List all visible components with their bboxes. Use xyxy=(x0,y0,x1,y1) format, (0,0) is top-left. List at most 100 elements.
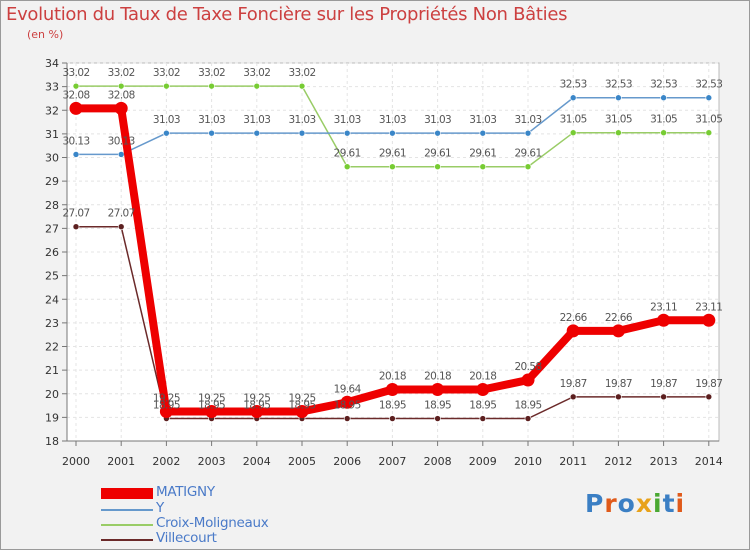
data-point-matigny xyxy=(385,382,399,396)
data-label-villecourt: 19.87 xyxy=(695,378,722,390)
data-point-y xyxy=(253,129,261,137)
data-label-y: 31.03 xyxy=(153,114,180,126)
data-point-y xyxy=(208,129,215,137)
data-point-matigny xyxy=(702,313,716,327)
legend-swatch-villecourt xyxy=(101,539,153,541)
data-point-croix-moligneaux xyxy=(389,163,396,171)
data-label-y: 31.03 xyxy=(243,114,270,126)
x-tick-label: 2014 xyxy=(695,455,723,468)
data-point-matigny xyxy=(114,101,128,115)
data-point-croix-moligneaux xyxy=(569,129,577,136)
y-tick-label: 18 xyxy=(45,435,59,448)
data-point-matigny xyxy=(431,382,445,396)
data-point-matigny xyxy=(521,373,535,387)
x-tick-label: 2012 xyxy=(604,455,632,468)
y-tick-label: 31 xyxy=(45,128,59,141)
data-label-villecourt: 18.95 xyxy=(424,400,451,412)
data-label-croix-moligneaux: 29.61 xyxy=(379,148,406,160)
logo-letter: x xyxy=(635,489,653,518)
data-point-matigny xyxy=(295,404,309,418)
data-label-matigny: 19.25 xyxy=(153,392,180,404)
data-label-croix-moligneaux: 31.05 xyxy=(605,114,632,126)
data-label-croix-moligneaux: 33.02 xyxy=(288,67,315,79)
data-label-villecourt: 18.95 xyxy=(243,400,270,412)
data-point-croix-moligneaux xyxy=(705,129,713,136)
chart-subtitle: (en %) xyxy=(27,28,64,41)
data-point-y xyxy=(524,129,532,137)
data-label-matigny: 19.25 xyxy=(288,392,315,404)
data-point-y xyxy=(434,129,441,137)
data-point-croix-moligneaux xyxy=(298,82,306,90)
data-point-croix-moligneaux xyxy=(163,82,170,90)
legend-label-y: Y xyxy=(156,500,164,516)
data-label-croix-moligneaux: 29.61 xyxy=(469,148,496,160)
data-label-villecourt: 18.95 xyxy=(514,400,541,412)
legend-label-villecourt: Villecourt xyxy=(156,530,217,546)
data-label-croix-moligneaux: 33.02 xyxy=(153,67,180,79)
data-label-y: 32.53 xyxy=(650,79,677,91)
x-tick-label: 2013 xyxy=(650,455,678,468)
data-point-villecourt xyxy=(615,393,622,401)
data-label-villecourt: 27.07 xyxy=(62,208,89,220)
data-point-y xyxy=(72,151,80,158)
data-point-matigny xyxy=(611,324,625,338)
data-label-croix-moligneaux: 31.05 xyxy=(650,114,677,126)
data-point-croix-moligneaux xyxy=(117,82,125,90)
data-label-croix-moligneaux: 29.61 xyxy=(424,148,451,160)
data-point-villecourt xyxy=(389,415,396,422)
y-tick-label: 26 xyxy=(45,246,59,259)
data-point-villecourt xyxy=(434,415,441,422)
data-label-matigny: 19.25 xyxy=(198,392,225,404)
data-point-croix-moligneaux xyxy=(479,163,487,171)
logo-letter: t xyxy=(662,489,676,518)
data-point-y xyxy=(479,129,487,137)
data-label-y: 32.53 xyxy=(560,79,587,91)
data-point-villecourt xyxy=(479,415,487,422)
legend-label-matigny: MATIGNY xyxy=(156,484,215,500)
x-tick-label: 2011 xyxy=(559,455,587,468)
data-label-croix-moligneaux: 31.05 xyxy=(560,114,587,126)
data-label-matigny: 20.18 xyxy=(469,370,496,382)
proxiti-logo: Proxiti xyxy=(585,489,685,518)
y-tick-label: 33 xyxy=(45,81,59,94)
data-point-croix-moligneaux xyxy=(434,163,441,171)
y-tick-label: 27 xyxy=(45,222,59,235)
data-label-y: 32.53 xyxy=(605,79,632,91)
data-point-y xyxy=(117,151,125,158)
logo-letter: i xyxy=(675,489,686,518)
data-point-matigny xyxy=(566,324,580,338)
data-point-villecourt xyxy=(117,223,125,231)
y-tick-label: 30 xyxy=(45,152,59,165)
data-label-croix-moligneaux: 29.61 xyxy=(514,148,541,160)
data-label-villecourt: 19.87 xyxy=(650,378,677,390)
data-point-y xyxy=(660,94,667,102)
data-label-y: 31.03 xyxy=(379,114,406,126)
x-tick-label: 2001 xyxy=(107,455,135,468)
data-point-matigny xyxy=(69,101,83,115)
data-point-villecourt xyxy=(705,393,713,401)
data-label-croix-moligneaux: 33.02 xyxy=(243,67,270,79)
data-point-croix-moligneaux xyxy=(208,82,215,90)
data-label-matigny: 23.11 xyxy=(650,301,677,313)
data-point-croix-moligneaux xyxy=(660,129,667,136)
data-point-matigny xyxy=(250,404,264,418)
y-tick-label: 19 xyxy=(45,411,59,424)
data-label-villecourt: 18.95 xyxy=(469,400,496,412)
data-point-matigny xyxy=(340,395,354,409)
y-tick-label: 32 xyxy=(45,104,59,117)
y-tick-label: 24 xyxy=(45,293,59,306)
data-label-matigny: 22.66 xyxy=(560,312,588,324)
data-point-croix-moligneaux xyxy=(253,82,261,90)
data-label-matigny: 22.66 xyxy=(605,312,633,324)
x-tick-label: 2000 xyxy=(62,455,90,468)
data-point-y xyxy=(163,129,170,137)
data-label-y: 31.03 xyxy=(334,114,361,126)
y-tick-label: 21 xyxy=(45,364,59,377)
data-label-villecourt: 18.95 xyxy=(288,400,315,412)
y-tick-label: 34 xyxy=(45,57,59,70)
data-label-villecourt: 18.95 xyxy=(334,400,361,412)
data-label-matigny: 19.64 xyxy=(334,383,362,395)
data-label-villecourt: 19.87 xyxy=(605,378,632,390)
